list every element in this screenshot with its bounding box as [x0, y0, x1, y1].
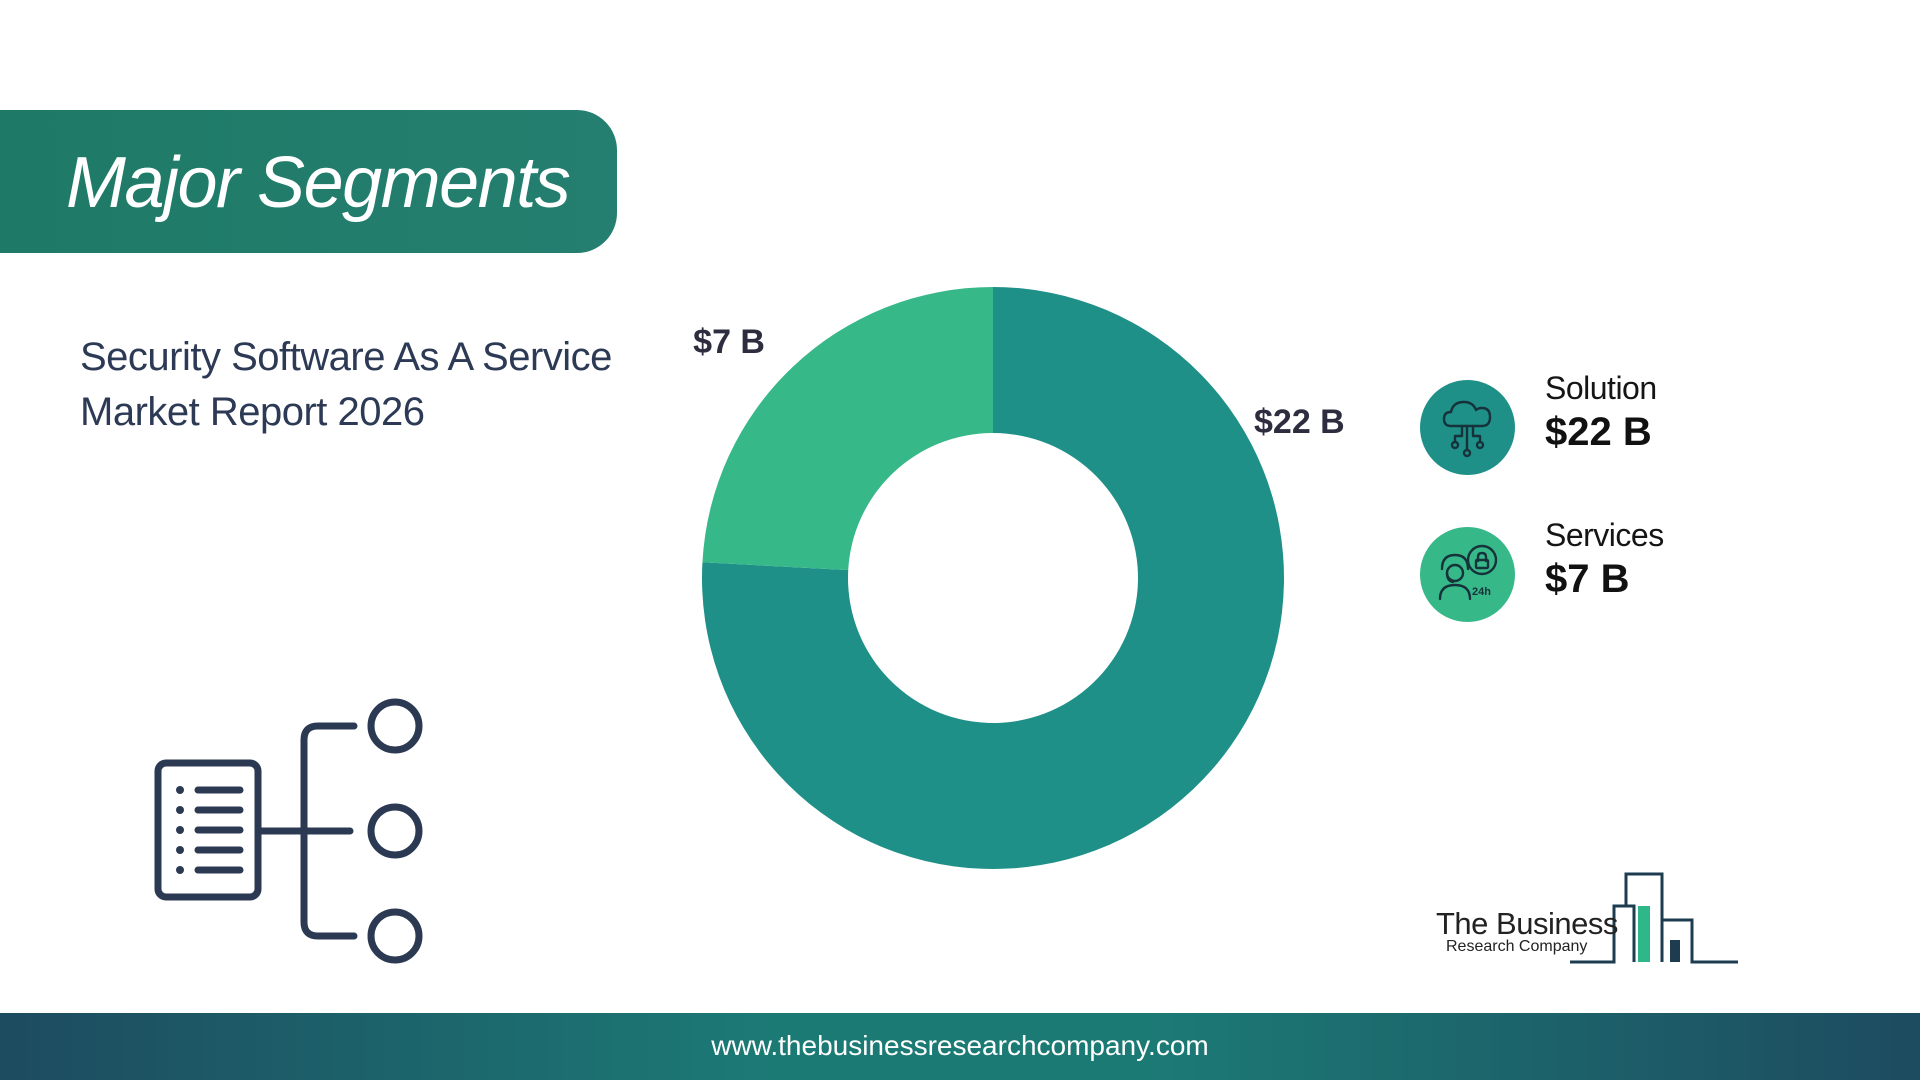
logo-bars-icon — [1570, 872, 1738, 964]
hierarchy-icon — [154, 698, 423, 964]
cloud-network-icon — [1442, 400, 1492, 458]
report-title-line2: Market Report 2026 — [80, 390, 425, 434]
support-agent-icon: 24h — [1438, 544, 1498, 601]
legend-swatch-services: 24h — [1420, 527, 1515, 622]
footer-bar: www.thebusinessresearchcompany.com — [0, 1013, 1920, 1080]
data-label-services: $7 B — [693, 323, 765, 361]
footer-url[interactable]: www.thebusinessresearchcompany.com — [711, 1030, 1209, 1061]
report-title-line1: Security Software As A Service — [80, 335, 612, 379]
report-title: Security Software As A Service Market Re… — [80, 330, 640, 440]
legend-swatch-solution — [1420, 380, 1515, 475]
donut-slice-solution — [702, 287, 1284, 869]
legend-item-services: 24h Services $7 B — [1420, 517, 1820, 627]
legend-label-solution: Solution — [1545, 370, 1657, 406]
company-logo: The Business Research Company — [1430, 870, 1750, 970]
legend-value-services: $7 B — [1545, 557, 1630, 601]
legend-value-solution: $22 B — [1545, 410, 1652, 454]
data-label-solution: $22 B — [1254, 403, 1345, 441]
donut-slice-services — [702, 287, 993, 571]
title-banner: Major Segments — [0, 110, 617, 253]
legend-item-solution: Solution $22 B — [1420, 370, 1820, 480]
svg-text:24h: 24h — [1472, 586, 1491, 598]
page-title: Major Segments — [66, 143, 571, 223]
logo-text-secondary: Research Company — [1446, 938, 1588, 955]
logo-text-primary: The Business — [1436, 906, 1618, 941]
legend-label-services: Services — [1545, 517, 1664, 553]
